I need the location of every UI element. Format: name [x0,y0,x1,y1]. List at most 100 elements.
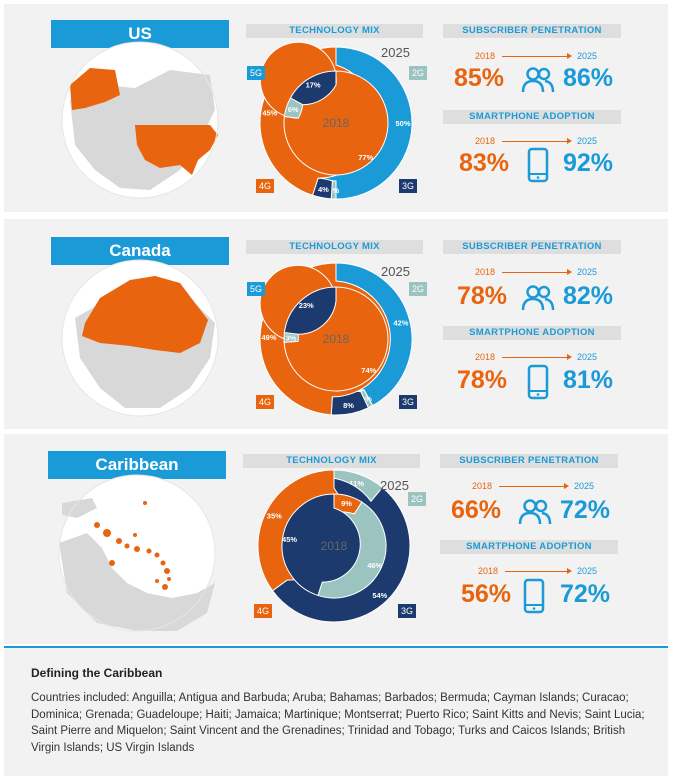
outer-2025-label-3g: 8% [343,401,354,410]
sub-pen-header-caribbean: SUBSCRIBER PENETRATION [440,454,618,468]
caribbean-definition: Defining the Caribbean Countries include… [4,646,668,776]
inner-2018-label-2g: 6% [288,105,299,114]
sub-arrow-caribbean [564,483,569,489]
smart-2025-year-canada: 2025 [577,352,598,362]
sub-2025-value-canada: 82% [563,282,614,310]
smart-arrow-canada [567,354,572,360]
inner-2018-segment-4g [259,41,389,176]
tag-2g-us: 2G [409,66,428,80]
sub-2018-year-caribbean: 2018 [472,481,493,491]
smart-2018-year-canada: 2018 [475,352,496,362]
center-year-label: 2018 [321,539,348,553]
inner-2018-segment-4g [259,264,389,392]
sub-arrow-us [567,53,572,59]
smart-2025-year-us: 2025 [577,136,598,146]
sub-2025-value-us: 86% [563,64,614,92]
sub-2025-year-us: 2025 [577,51,598,61]
tag-5g-us: 5G [247,66,266,80]
smart-2018-value-us: 83% [459,149,510,177]
people-icon [521,285,555,311]
sub-2018-value-caribbean: 66% [451,496,502,524]
tag-3g-us: 3G [399,179,418,193]
caribbean-map [58,474,216,632]
footer-text: Countries included: Anguilla; Antigua an… [31,692,645,754]
smart-2025-value-canada: 81% [563,366,614,394]
outer-2025-label-3g: 54% [372,591,387,600]
tag-5g-canada: 5G [247,282,266,296]
sub-2025-year-caribbean: 2025 [574,481,595,491]
smart-adopt-header-caribbean: SMARTPHONE ADOPTION [440,540,618,554]
region-label-caribbean: Caribbean [48,451,226,479]
us-donut-chart: 50% 1%4% 45% 77% 6% 17% 2018 [259,41,413,200]
sub-timeline-us [502,56,568,57]
inner-2018-label-2g: 3% [286,334,297,343]
sub-2025-value-caribbean: 72% [560,496,611,524]
smart-timeline-caribbean [505,571,568,572]
inner-2018-segment-3g [283,286,337,335]
sub-timeline-caribbean [499,486,565,487]
center-year-label: 2018 [323,116,350,130]
sub-2018-year-canada: 2018 [475,267,496,277]
caribbean-donut-chart: 11% 54% 35% 9% 46% 45% 2018 [257,469,411,623]
canada-outer-year: 2025 [381,264,410,279]
inner-2018-label-4g: 77% [358,153,373,162]
smart-timeline-canada [502,357,568,358]
smart-2018-value-caribbean: 56% [461,580,512,608]
outer-2025-label-2g: 11% [349,479,364,488]
outer-2025-label-2g: 1% [361,395,372,404]
sub-timeline-canada [502,272,568,273]
smart-2018-value-canada: 78% [457,366,508,394]
smart-arrow-us [567,138,572,144]
sub-2018-value-canada: 78% [457,282,508,310]
inner-2018-segment-3g [289,70,337,106]
inner-2018-label-3g: 23% [299,301,314,310]
us-outer-year: 2025 [381,45,410,60]
sub-2018-value-us: 85% [454,64,505,92]
footer-title: Defining the Caribbean [31,666,163,680]
smart-arrow-caribbean [567,568,572,574]
tech-mix-header-caribbean: TECHNOLOGY MIX [243,454,420,468]
outer-2025-label-4g: 45% [262,109,277,118]
tag-4g-caribbean: 4G [254,604,273,618]
smart-2025-value-caribbean: 72% [560,580,611,608]
tag-4g-canada: 4G [256,395,275,409]
smart-2018-year-us: 2018 [475,136,496,146]
center-year-label: 2018 [323,332,350,346]
outer-2025-label-3g: 4% [318,185,329,194]
inner-2018-label-2g: 46% [367,561,382,570]
tag-3g-caribbean: 3G [398,604,417,618]
smart-timeline-us [502,141,568,142]
smartphone-icon [527,364,549,400]
tag-4g-us: 4G [256,179,275,193]
people-icon [518,499,552,525]
canada-donut-chart: 42% 1% 8% 49% 74% 3% 23% 2018 [259,262,413,416]
sub-arrow-canada [567,269,572,275]
caribbean-outer-year: 2025 [380,478,409,493]
smart-adopt-header-canada: SMARTPHONE ADOPTION [443,326,621,340]
sub-pen-header-canada: SUBSCRIBER PENETRATION [443,240,621,254]
canada-map [61,259,219,417]
sub-2025-year-canada: 2025 [577,267,598,277]
inner-2018-segment-3g [281,493,361,597]
inner-2018-label-3g: 45% [282,535,297,544]
tag-3g-canada: 3G [399,395,418,409]
outer-2025-label-5g: 42% [393,318,408,327]
inner-2018-label-3g: 17% [306,80,321,89]
tech-mix-header-canada: TECHNOLOGY MIX [246,240,423,254]
sub-2018-year-us: 2018 [475,51,496,61]
smart-2025-year-caribbean: 2025 [577,566,598,576]
inner-2018-label-4g: 74% [361,366,376,375]
people-icon [521,67,555,93]
us-map [61,41,219,199]
smart-adopt-header-us: SMARTPHONE ADOPTION [443,110,621,124]
smart-2018-year-caribbean: 2018 [478,566,499,576]
inner-2018-label-4g: 9% [341,499,352,508]
sub-pen-header-us: SUBSCRIBER PENETRATION [443,24,621,38]
tag-2g-caribbean: 2G [408,492,427,506]
outer-2025-label-4g: 35% [267,512,282,521]
smartphone-icon [527,147,549,183]
outer-2025-label-2g: 1% [328,186,339,195]
outer-2025-label-5g: 50% [395,119,410,128]
tag-2g-canada: 2G [409,282,428,296]
smart-2025-value-us: 92% [563,149,614,177]
